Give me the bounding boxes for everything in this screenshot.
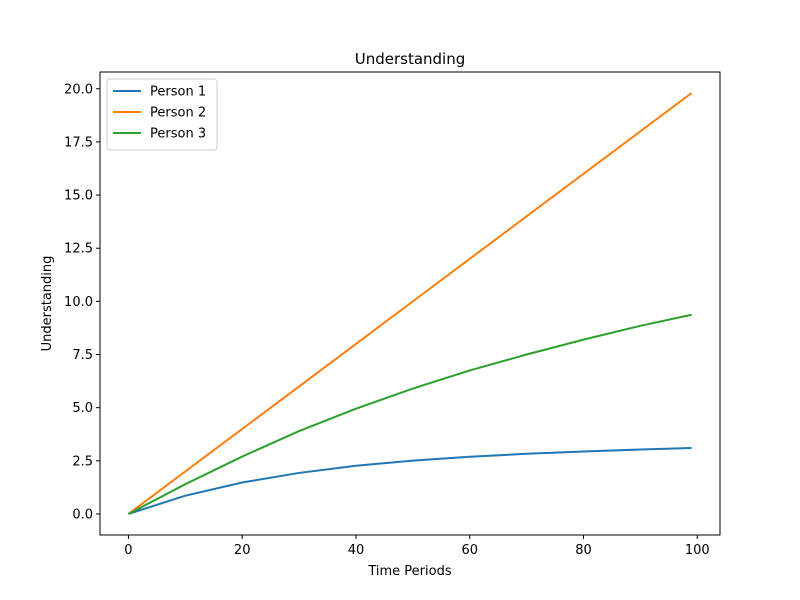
y-tick-label: 12.5 [64, 242, 93, 257]
x-tick-label: 60 [461, 543, 478, 558]
plot-area-frame [99, 71, 721, 536]
x-tick-label: 20 [234, 543, 251, 558]
x-tick-label: 0 [124, 543, 132, 558]
y-tick-label: 7.5 [72, 348, 93, 363]
series-line-person-3 [127, 313, 692, 515]
legend-label-person-2: Person 2 [150, 106, 206, 121]
y-tick-label: 5.0 [72, 401, 93, 416]
series-lines [127, 92, 693, 515]
series-line-person-1 [128, 447, 692, 515]
x-tick-label: 80 [575, 543, 592, 558]
x-axis-title: Time Periods [367, 564, 451, 579]
legend-label-person-3: Person 3 [150, 127, 206, 142]
y-tick-label: 20.0 [64, 82, 93, 97]
legend: Person 1 Person 2 Person 3 [106, 78, 218, 151]
legend-label-person-1: Person 1 [150, 85, 206, 100]
y-axis: 0.0 2.5 5.0 7.5 10.0 12.5 15.0 17.5 20.0 [64, 82, 100, 522]
y-tick-label: 0.0 [72, 507, 93, 522]
x-tick-label: 40 [348, 543, 365, 558]
y-axis-title: Understanding [40, 256, 55, 352]
y-tick-label: 15.0 [64, 189, 93, 204]
x-axis: 0 20 40 60 80 100 [124, 535, 710, 558]
x-tick-label: 100 [685, 543, 710, 558]
chart-title: Understanding [355, 50, 466, 68]
y-tick-label: 17.5 [64, 135, 93, 150]
y-tick-label: 10.0 [64, 295, 93, 310]
series-line-person-2 [127, 92, 693, 515]
y-tick-label: 2.5 [72, 454, 93, 469]
